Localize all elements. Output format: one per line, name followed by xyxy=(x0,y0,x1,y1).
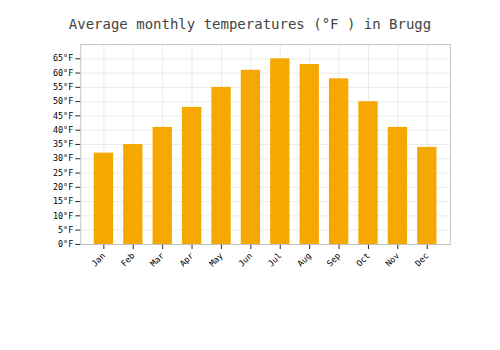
svg-text:Feb: Feb xyxy=(119,251,137,269)
svg-text:30°F: 30°F xyxy=(53,153,73,163)
svg-text:Apr: Apr xyxy=(178,251,196,269)
svg-text:May: May xyxy=(207,251,225,269)
svg-text:Mar: Mar xyxy=(148,251,166,269)
svg-text:60°F: 60°F xyxy=(53,68,73,78)
svg-text:Oct: Oct xyxy=(354,251,372,269)
svg-text:20°F: 20°F xyxy=(53,182,73,192)
svg-text:0°F: 0°F xyxy=(58,239,73,249)
svg-text:55°F: 55°F xyxy=(53,82,73,92)
svg-text:15°F: 15°F xyxy=(53,196,73,206)
svg-text:Nov: Nov xyxy=(383,251,401,269)
svg-text:25°F: 25°F xyxy=(53,168,73,178)
svg-text:Jun: Jun xyxy=(236,251,254,269)
html-text:Average monthly temperatures (: Average monthly temperatures (°F ) in Br… xyxy=(68,16,432,32)
svg-text:Jan: Jan xyxy=(89,251,107,269)
svg-text:Sep: Sep xyxy=(325,251,343,269)
svg-text:Aug: Aug xyxy=(295,251,313,269)
svg-text:50°F: 50°F xyxy=(53,96,73,106)
svg-text:45°F: 45°F xyxy=(53,111,73,121)
svg-text:35°F: 35°F xyxy=(53,139,73,149)
svg-text:40°F: 40°F xyxy=(53,125,73,135)
svg-text:5°F: 5°F xyxy=(58,225,73,235)
svg-text:Dec: Dec xyxy=(413,251,431,269)
svg-text:10°F: 10°F xyxy=(53,211,73,221)
svg-text:Jul: Jul xyxy=(266,251,284,269)
svg-text:65°F: 65°F xyxy=(53,53,73,63)
